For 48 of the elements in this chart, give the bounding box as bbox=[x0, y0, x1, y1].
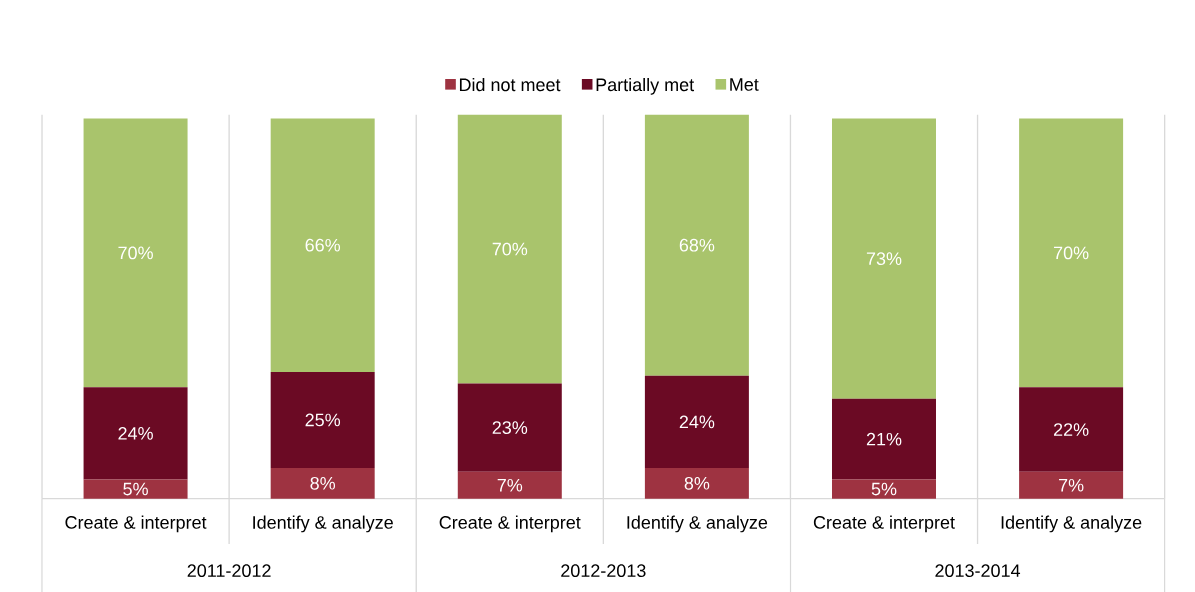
data-label: 66% bbox=[305, 238, 341, 252]
data-label: 22% bbox=[1053, 423, 1089, 436]
legend-label: Did not meet bbox=[459, 77, 561, 92]
bar bbox=[832, 479, 936, 499]
data-label: 24% bbox=[118, 427, 153, 440]
bar bbox=[1019, 471, 1124, 499]
bar bbox=[83, 387, 188, 480]
data-label: 7% bbox=[497, 478, 523, 492]
data-label: 70% bbox=[118, 246, 153, 260]
bar bbox=[457, 471, 562, 499]
bar bbox=[1019, 387, 1124, 472]
data-label: 5% bbox=[123, 482, 148, 496]
data-label: 70% bbox=[492, 242, 528, 256]
bar bbox=[270, 467, 375, 499]
data-label: 5% bbox=[871, 482, 897, 496]
data-label: 25% bbox=[305, 413, 341, 427]
legend-label: Met bbox=[730, 78, 759, 91]
data-label: 68% bbox=[679, 238, 715, 252]
data-label: 70% bbox=[1054, 246, 1089, 260]
x-tick-label: Identify & analyze bbox=[1001, 515, 1142, 533]
text: 2012-2013 bbox=[561, 564, 646, 578]
x-tick-label: Identify & analyze bbox=[253, 515, 393, 533]
data-label: 7% bbox=[1059, 478, 1084, 492]
data-label: 73% bbox=[866, 252, 902, 266]
data-label: 23% bbox=[492, 421, 528, 434]
bar bbox=[83, 118, 188, 388]
bar bbox=[270, 118, 375, 372]
bar bbox=[457, 114, 562, 384]
bar bbox=[83, 479, 188, 499]
bar bbox=[270, 371, 375, 468]
bar bbox=[644, 114, 749, 376]
bar bbox=[1019, 118, 1124, 388]
data-label: 8% bbox=[310, 476, 336, 490]
x-tick-label: Create & interpret bbox=[65, 515, 207, 533]
x-tick-label: Identify & analyze bbox=[627, 515, 768, 533]
bar bbox=[644, 467, 749, 499]
data-label: 8% bbox=[684, 476, 710, 490]
bar bbox=[644, 375, 749, 468]
data-label: 24% bbox=[679, 415, 715, 429]
x-tick-label: Create & interpret bbox=[439, 515, 581, 533]
legend-label: Partially met bbox=[596, 77, 695, 95]
text: 2013-2014 bbox=[935, 564, 1021, 578]
bar bbox=[832, 398, 936, 480]
data-label: 21% bbox=[866, 432, 902, 446]
x-tick-label: Create & interpret bbox=[813, 515, 955, 533]
bar bbox=[832, 118, 936, 399]
bar bbox=[457, 383, 562, 472]
text: 2011-2012 bbox=[187, 564, 271, 578]
